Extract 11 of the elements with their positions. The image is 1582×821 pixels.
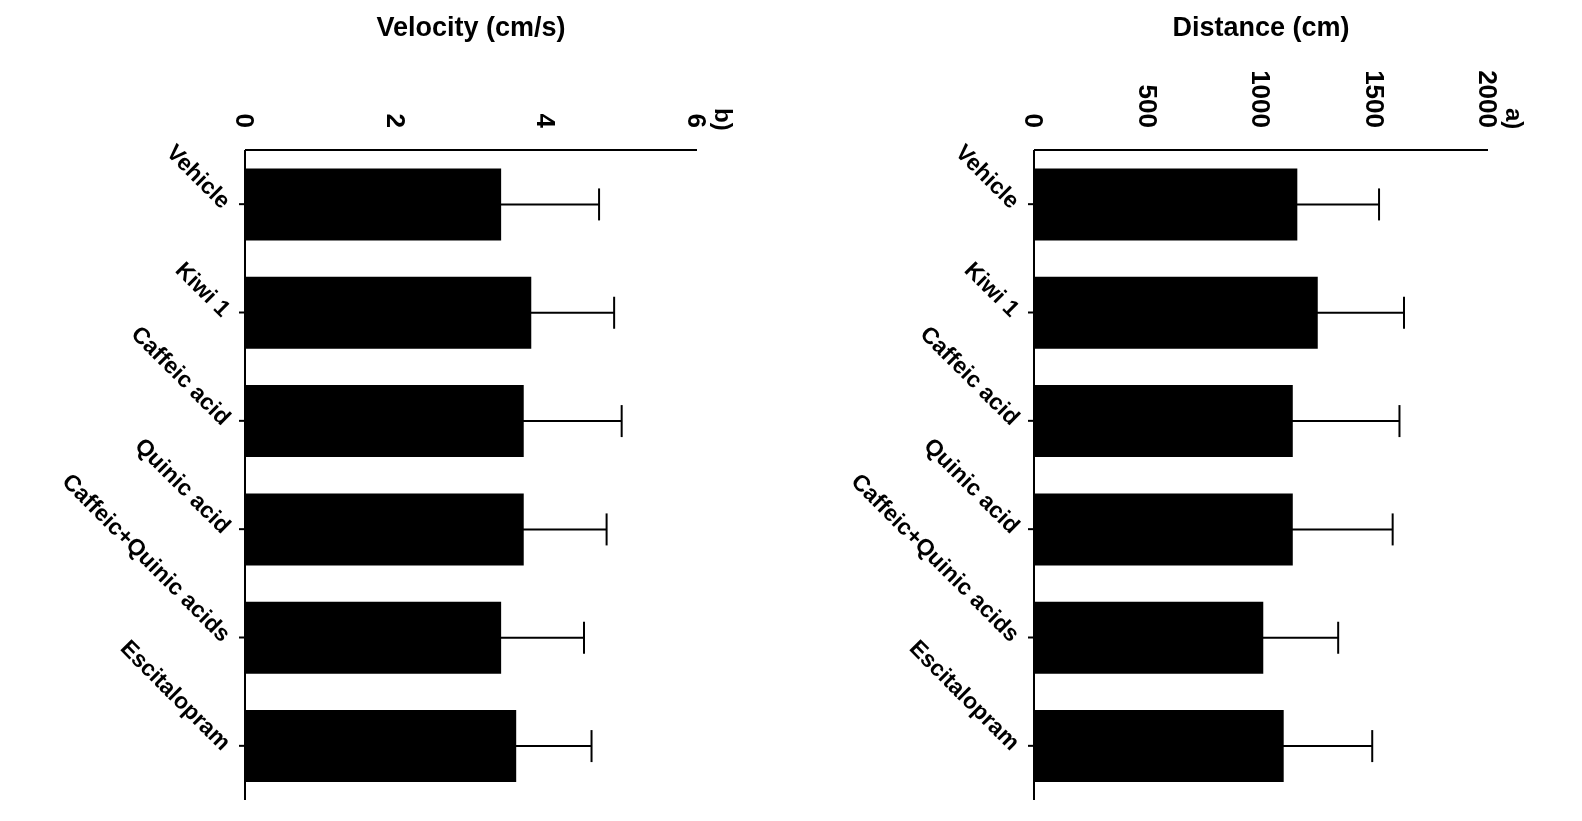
x-axis-title: Velocity (cm/s) <box>375 12 567 43</box>
chart-title: a) <box>1500 108 1528 130</box>
x-tick-label: 500 <box>1132 84 1163 128</box>
x-tick-label: 2 <box>380 113 411 128</box>
x-tick-label: 4 <box>531 113 562 129</box>
chart-title: b) <box>709 108 737 131</box>
x-tick-label: 0 <box>1019 113 1049 128</box>
x-tick-label: 0 <box>230 113 260 128</box>
x-tick-label: 1500 <box>1359 70 1390 128</box>
x-axis-title: Distance (cm) <box>1171 12 1351 43</box>
x-tick-label: 1000 <box>1246 70 1276 128</box>
